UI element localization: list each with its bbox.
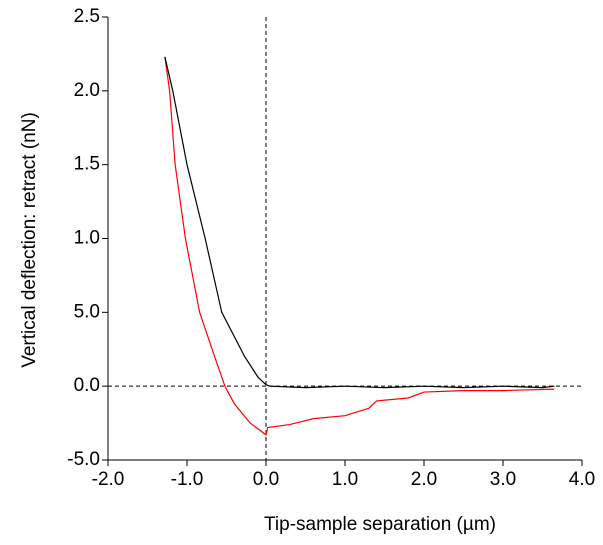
x-axis-label: Tip-sample separation (µm)	[264, 514, 496, 535]
data-line	[164, 56, 555, 389]
y-tick-label: 5.0	[74, 301, 100, 322]
y-tick-label: 1.0	[74, 228, 100, 249]
x-tick-label: 0.0	[253, 469, 279, 490]
y-tick-label: 1.5	[74, 154, 100, 175]
x-tick-label: 3.0	[490, 469, 516, 490]
data-line	[164, 56, 555, 436]
x-tick-label: -1.0	[171, 469, 204, 490]
y-tick-label: 0.0	[74, 375, 100, 396]
y-tick-label: -5.0	[67, 449, 100, 470]
y-tick-label: 2.0	[74, 80, 100, 101]
y-tick-label: 2.5	[74, 6, 100, 27]
x-tick-label: 4.0	[569, 469, 595, 490]
x-tick-label: 2.0	[411, 469, 437, 490]
x-tick-label: 1.0	[332, 469, 358, 490]
y-axis-label: Vertical deflection: retract (nN)	[19, 112, 40, 368]
x-tick-label: -2.0	[92, 469, 125, 490]
